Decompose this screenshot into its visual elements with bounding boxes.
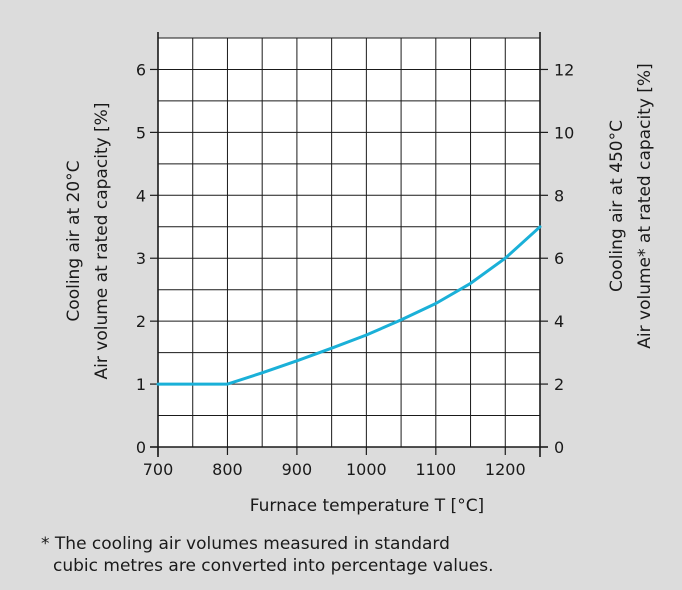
footnote-line-2: cubic metres are converted into percenta… — [53, 556, 494, 576]
y-left-tick-label: 0 — [136, 438, 146, 457]
y-left-tick-label: 6 — [136, 60, 146, 79]
footnote: * The cooling air volumes measured in st… — [41, 533, 661, 577]
y-left-tick-label: 1 — [136, 375, 146, 394]
y-right-tick-label: 0 — [554, 438, 564, 457]
y-right-tick-label: 10 — [554, 123, 574, 142]
y-axis-right-title-line2: Air volume* at rated capacity [%] — [635, 63, 655, 348]
y-axis-left-title-line2: Air volume at rated capacity [%] — [92, 103, 112, 380]
y-left-tick-label: 2 — [136, 312, 146, 331]
y-left-tick-label: 4 — [136, 186, 146, 205]
data-series — [156, 225, 542, 386]
plot-area — [158, 38, 540, 447]
x-tick-label: 700 — [143, 460, 174, 479]
x-tick-label: 800 — [212, 460, 243, 479]
y-right-tick-label: 12 — [554, 60, 574, 79]
footnote-line-1: * The cooling air volumes measured in st… — [41, 534, 450, 554]
x-axis-title: Furnace temperature T [°C] — [250, 496, 484, 516]
x-tick-label: 1200 — [485, 460, 526, 479]
x-tick-label: 1100 — [415, 460, 456, 479]
y-right-tick-label: 2 — [554, 375, 564, 394]
grid-lines — [157, 37, 541, 448]
y-left-tick-label: 3 — [136, 249, 146, 268]
y-axis-right-title-line1: Cooling air at 450°C — [607, 120, 627, 292]
x-tick-label: 900 — [282, 460, 313, 479]
y-left-tick-label: 5 — [136, 123, 146, 142]
x-tick-label: 1000 — [346, 460, 387, 479]
y-axis-left-title-line1: Cooling air at 20°C — [64, 160, 84, 321]
series-line — [156, 225, 542, 386]
y-right-tick-label: 8 — [554, 186, 564, 205]
axes — [150, 32, 548, 457]
y-right-tick-label: 6 — [554, 249, 564, 268]
y-right-tick-label: 4 — [554, 312, 564, 331]
